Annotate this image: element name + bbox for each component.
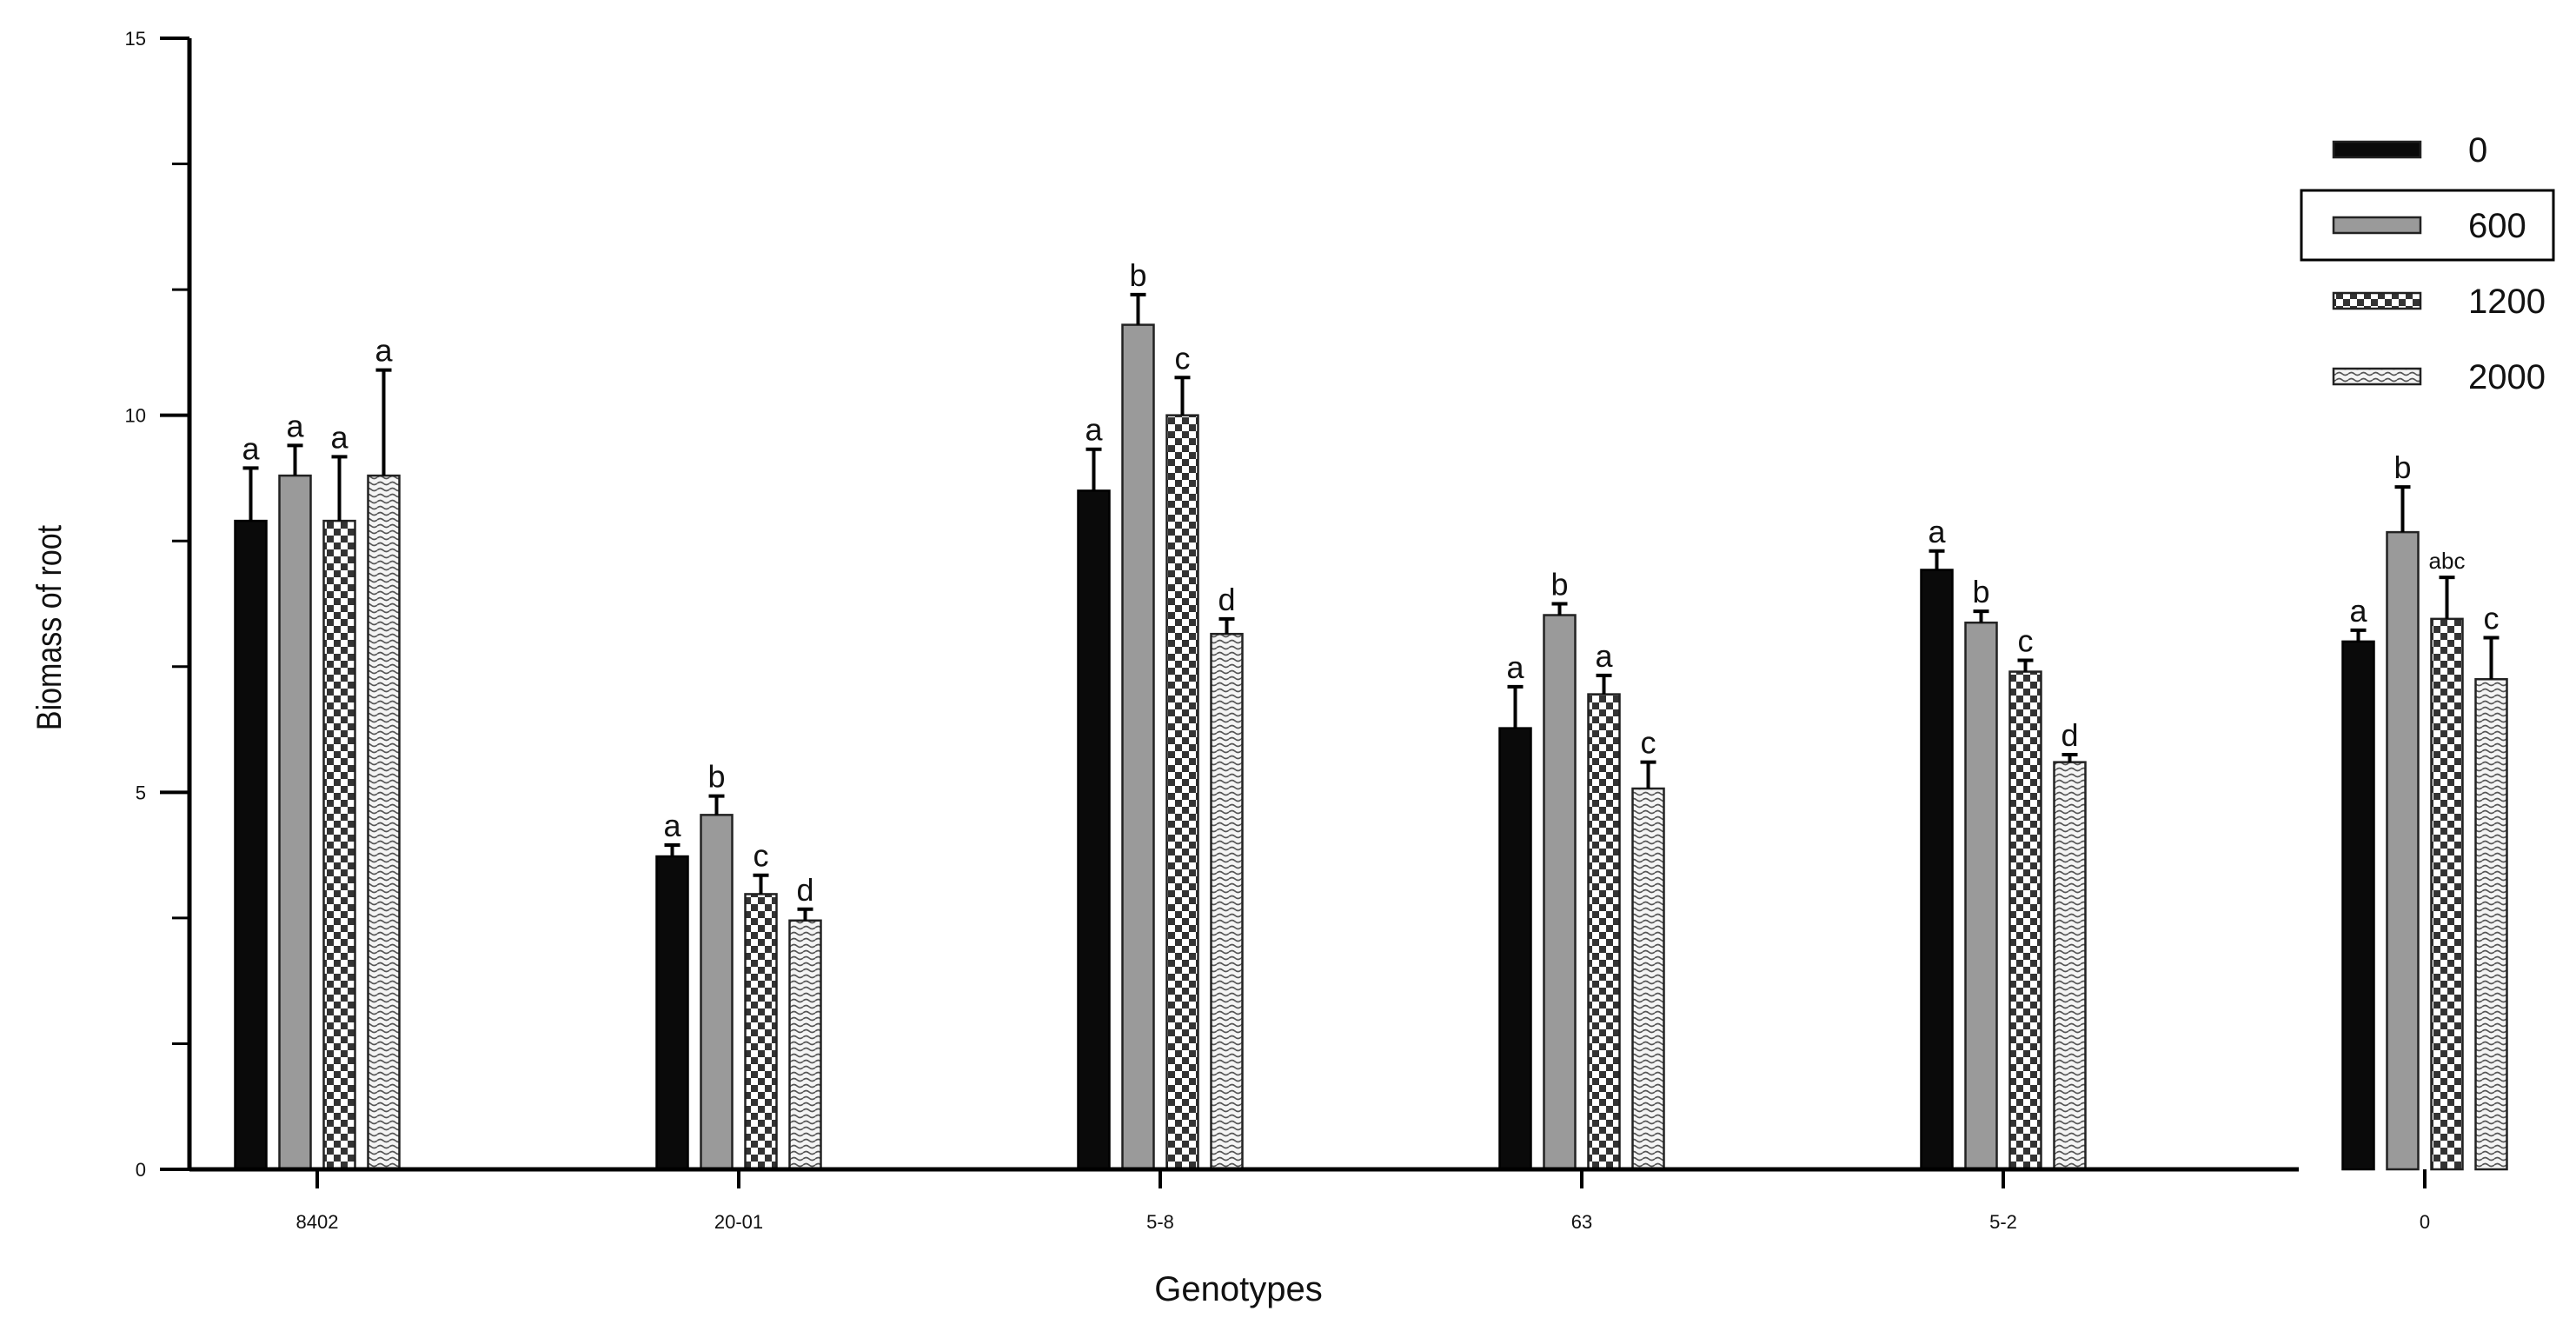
- bar-5-8-1200: [1165, 414, 1199, 1171]
- bar-8402-2000: [367, 474, 401, 1171]
- y-tick-label-15: 15: [125, 28, 146, 50]
- bar-5-2-0: [1920, 569, 1954, 1171]
- bar-20-01-0: [655, 855, 689, 1171]
- sig-letter-0-600: b: [2393, 449, 2411, 485]
- sig-letter-5-8-0: a: [1085, 412, 1103, 448]
- x-axis-title: Genotypes: [1154, 1270, 1322, 1308]
- y-tick-label-5: 5: [136, 782, 146, 803]
- x-tick-label-20-01: 20-01: [714, 1211, 763, 1233]
- sig-letter-20-01-0: a: [663, 808, 681, 843]
- x-tick-label-5-2: 5-2: [1989, 1211, 2017, 1233]
- sig-letter-8402-0: a: [242, 430, 260, 466]
- legend-highlight-box: [2300, 189, 2555, 262]
- legend-label-1200: 1200: [2468, 283, 2546, 321]
- y-axis-title: Biomass of root: [29, 524, 68, 730]
- y-tick-label-0: 0: [136, 1159, 146, 1181]
- legend-swatch-600: [2332, 216, 2422, 235]
- bar-63-0: [1498, 727, 1532, 1171]
- bar-5-2-1200: [2008, 670, 2042, 1171]
- sig-letter-5-8-1200: c: [1175, 340, 1191, 376]
- bar-5-2-2000: [2053, 761, 2087, 1171]
- sig-letter-63-600: b: [1550, 567, 1568, 602]
- sig-letter-5-2-1200: c: [2018, 623, 2034, 659]
- bar-5-2-600: [1964, 621, 1998, 1171]
- bar-63-2000: [1631, 787, 1665, 1171]
- sig-letter-0-2000: c: [2484, 601, 2500, 636]
- sig-letter-5-2-600: b: [1972, 574, 1989, 609]
- bar-0-0: [2341, 640, 2375, 1171]
- sig-letter-0-0: a: [2349, 593, 2367, 629]
- sig-letter-5-8-600: b: [1129, 257, 1146, 293]
- sig-letter-20-01-2000: d: [796, 872, 813, 908]
- sig-letter-20-01-1200: c: [754, 838, 769, 874]
- bar-5-8-0: [1077, 489, 1111, 1171]
- sig-letter-5-2-2000: d: [2061, 717, 2078, 753]
- y-tick-label-10: 10: [125, 405, 146, 427]
- sig-letter-0-1200: abc: [2429, 548, 2466, 574]
- sig-letter-5-8-2000: d: [1218, 582, 1235, 617]
- sig-letter-8402-600: a: [286, 408, 304, 443]
- bar-5-8-600: [1121, 323, 1155, 1171]
- bar-0-1200: [2430, 617, 2464, 1171]
- bar-63-600: [1543, 614, 1577, 1171]
- legend-label-600: 600: [2468, 207, 2526, 245]
- sig-letter-63-1200: a: [1595, 638, 1613, 674]
- bar-8402-600: [278, 474, 312, 1171]
- sig-letter-63-2000: c: [1641, 725, 1656, 761]
- sig-letter-5-2-0: a: [1928, 514, 1946, 549]
- bar-8402-0: [234, 519, 268, 1171]
- bar-8402-1200: [322, 519, 356, 1171]
- bar-20-01-1200: [744, 893, 778, 1171]
- bar-20-01-2000: [788, 919, 822, 1171]
- legend-swatch-2000: [2332, 367, 2422, 386]
- sig-letter-8402-1200: a: [330, 419, 349, 455]
- sig-letter-63-0: a: [1506, 649, 1524, 685]
- sig-letter-20-01-600: b: [707, 759, 725, 795]
- x-tick-label-63: 63: [1571, 1211, 1592, 1233]
- x-tick-label-5-8: 5-8: [1146, 1211, 1174, 1233]
- sig-letter-8402-2000: a: [375, 333, 393, 369]
- legend-label-0: 0: [2468, 131, 2487, 170]
- legend-swatch-0: [2332, 140, 2422, 159]
- x-tick-label-8402: 8402: [296, 1211, 339, 1233]
- bar-0-2000: [2474, 677, 2508, 1171]
- bar-20-01-600: [700, 814, 734, 1171]
- legend-label-2000: 2000: [2468, 358, 2546, 396]
- legend-swatch-1200: [2332, 291, 2422, 310]
- bar-63-1200: [1587, 693, 1621, 1171]
- bar-0-600: [2386, 530, 2420, 1171]
- bar-5-8-2000: [1210, 632, 1244, 1171]
- x-tick-label-0: 0: [2420, 1211, 2430, 1233]
